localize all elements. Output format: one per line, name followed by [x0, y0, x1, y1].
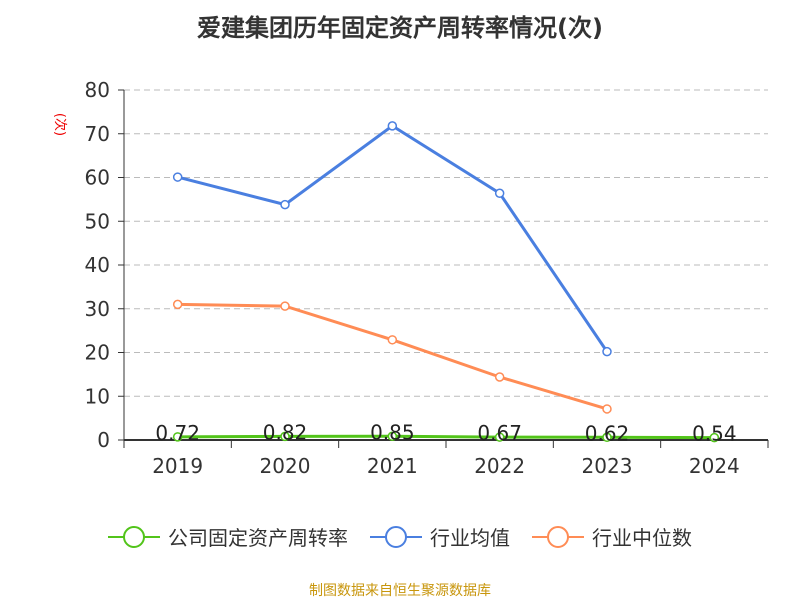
legend-item[interactable]: 行业均值 — [370, 522, 510, 551]
data-point — [387, 335, 398, 345]
data-point — [172, 299, 183, 310]
line-chart: 0 10 20 30 40 50 60 70 80 2019 2020 2021 2022 2023 202… — [85, 78, 769, 478]
data-point — [602, 432, 612, 443]
legend-item[interactable]: 公司固定资产周转率 — [108, 522, 348, 551]
data-source: 制图数据来自恒生聚源数据库 — [309, 583, 491, 599]
data-point — [494, 432, 505, 442]
data-label: 0.62 — [585, 421, 630, 445]
y-tick-label: 60 — [85, 166, 110, 190]
y-tick-label: 20 — [85, 341, 110, 365]
y-tick-label: 40 — [85, 253, 110, 277]
legend-label: 行业均值 — [430, 526, 510, 550]
legend-marker-icon — [108, 525, 160, 548]
data-point — [494, 188, 505, 198]
legend-marker-icon — [370, 525, 422, 548]
data-point — [494, 372, 505, 382]
data-point — [387, 431, 398, 442]
series-line — [177, 124, 609, 353]
y-tick-label: 50 — [85, 209, 110, 233]
y-tick-label: 0 — [97, 428, 110, 452]
data-label: 0.82 — [263, 420, 308, 444]
legend-label: 行业中位数 — [592, 526, 692, 550]
data-point — [602, 404, 612, 414]
data-point — [387, 121, 398, 131]
data-point — [280, 199, 290, 210]
y-tick-label: 30 — [85, 297, 110, 321]
legend-marker-icon — [532, 525, 584, 548]
x-tick-label: 2019 — [152, 454, 203, 478]
series-line — [177, 434, 715, 440]
x-tick-label: 2022 — [474, 454, 525, 478]
data-point — [280, 301, 290, 311]
y-tick-label: 80 — [85, 78, 110, 102]
x-tick-label: 2020 — [260, 454, 311, 478]
data-label: 0.67 — [477, 421, 522, 445]
data-label: 0.72 — [155, 421, 200, 445]
data-label: 0.54 — [692, 422, 737, 446]
y-tick-label: 70 — [85, 122, 110, 146]
series-line — [177, 302, 608, 411]
x-tick-label: 2024 — [689, 454, 740, 478]
legend: 公司固定资产周转率 行业均值 行业中位数 — [0, 522, 800, 551]
legend-item[interactable]: 行业中位数 — [532, 522, 692, 551]
data-point — [172, 432, 183, 442]
x-tick-label: 2023 — [582, 454, 633, 478]
data-label: 0.85 — [370, 420, 415, 444]
data-point — [172, 172, 183, 182]
data-point — [602, 346, 612, 357]
y-tick-label: 10 — [85, 384, 110, 408]
legend-label: 公司固定资产周转率 — [168, 526, 348, 550]
x-tick-label: 2021 — [367, 454, 418, 478]
chart-title: 爱建集团历年固定资产周转率情况(次) — [197, 14, 603, 42]
data-point — [709, 432, 720, 443]
data-point — [280, 431, 290, 442]
